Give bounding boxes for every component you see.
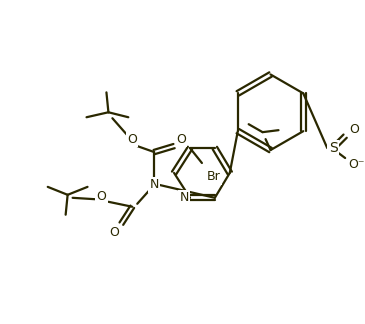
Text: N: N (179, 191, 189, 204)
Text: O: O (110, 226, 119, 239)
Text: O⁻: O⁻ (348, 158, 364, 171)
Text: O: O (127, 133, 137, 145)
Text: O: O (96, 190, 106, 203)
Text: S: S (329, 141, 338, 155)
Text: O: O (349, 123, 359, 136)
Text: Br: Br (207, 170, 221, 183)
Text: O: O (176, 133, 186, 145)
Text: N: N (150, 179, 159, 191)
